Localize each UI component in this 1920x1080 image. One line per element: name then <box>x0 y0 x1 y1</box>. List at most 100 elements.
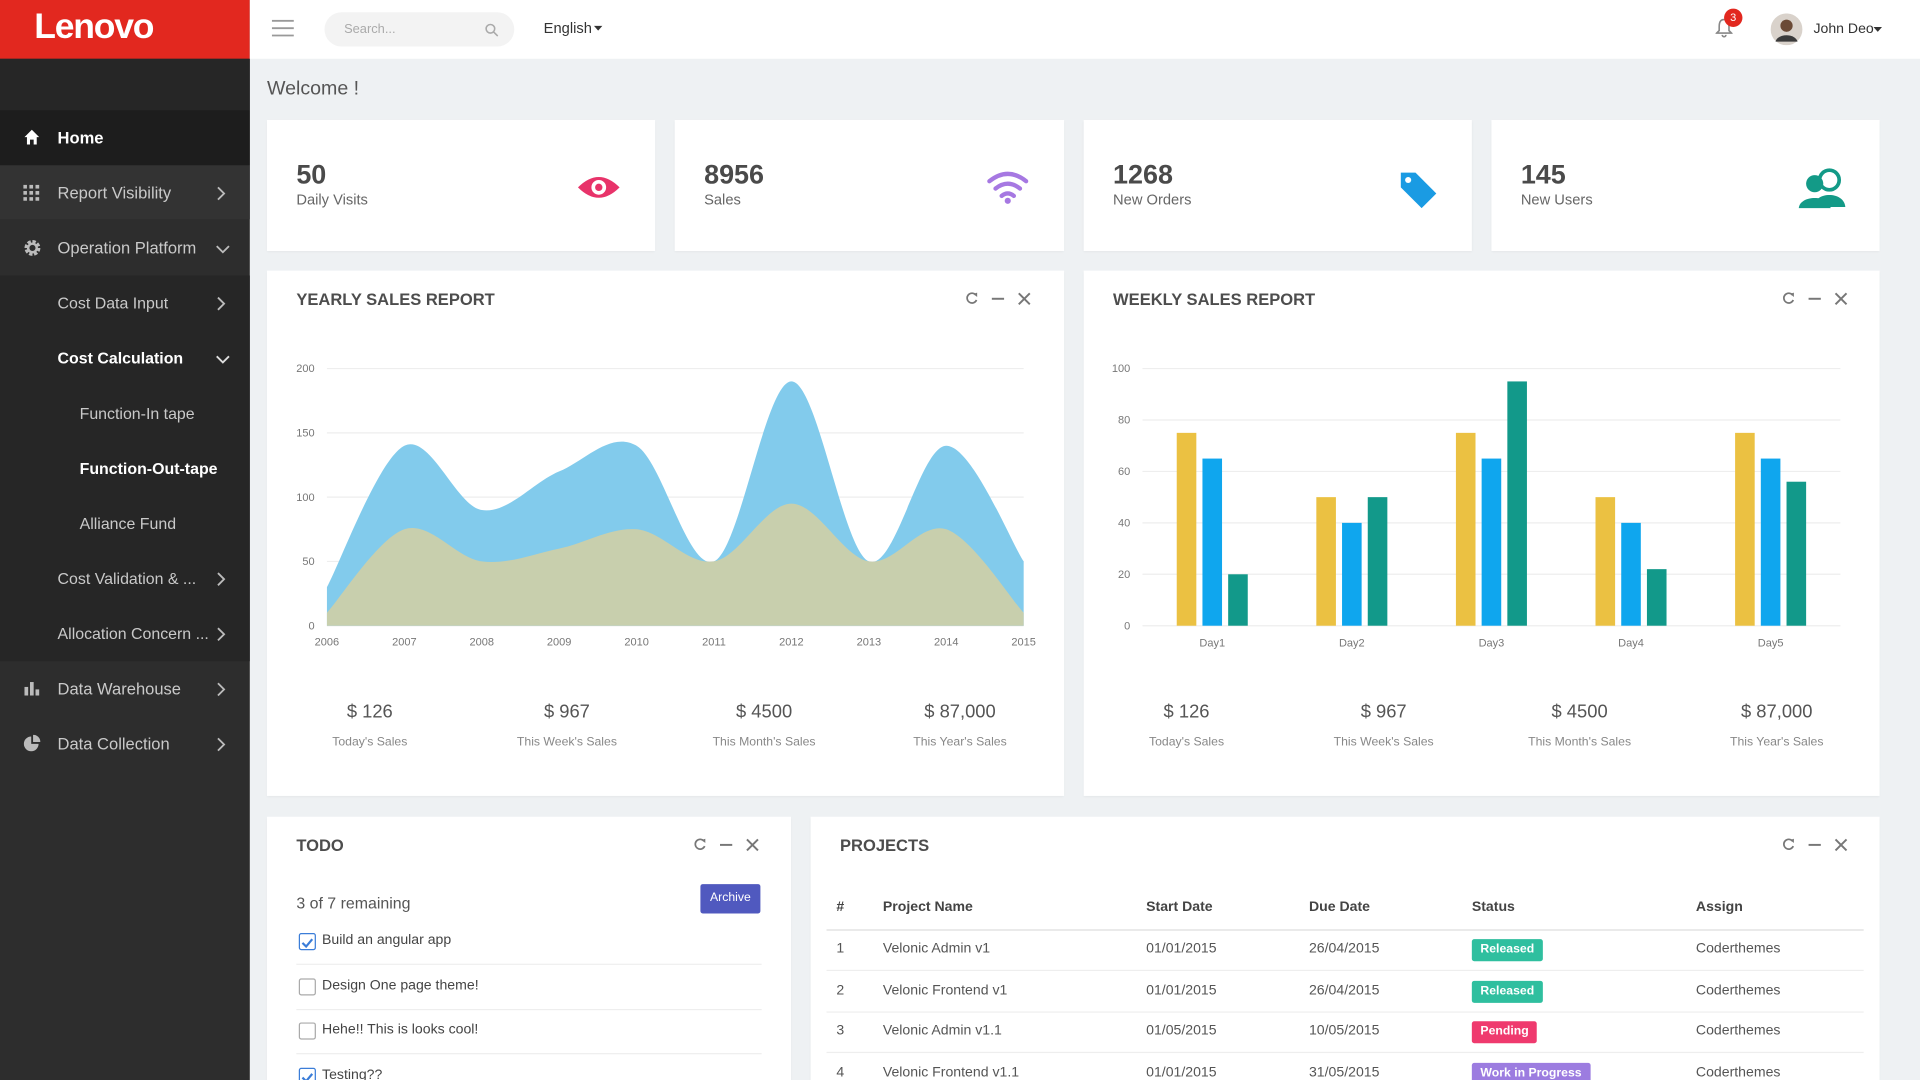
bar <box>1176 432 1197 626</box>
summary-label: This Month's Sales <box>1528 735 1631 749</box>
table-header: Due Date <box>1308 900 1371 915</box>
menu-toggle[interactable] <box>271 19 294 37</box>
bar <box>1621 522 1641 626</box>
nav-item[interactable]: Cost Data Input <box>0 276 250 331</box>
summary-value: $ 4500 <box>736 701 792 722</box>
refresh-icon <box>694 838 706 850</box>
bar-icon <box>24 682 40 696</box>
close-icon <box>1018 292 1031 305</box>
close-icon <box>1834 292 1848 305</box>
stat-value: 50 <box>296 159 327 190</box>
table-header: Project Name <box>882 900 973 915</box>
nav-item[interactable]: Allocation Concern ... <box>0 606 250 661</box>
checkbox[interactable] <box>298 977 316 995</box>
table-cell: Velonic Admin v1 <box>882 941 991 957</box>
nav-label: Cost Calculation <box>57 348 184 368</box>
summary-value: $ 967 <box>544 701 590 722</box>
checkbox[interactable] <box>298 933 316 951</box>
chevron <box>217 737 226 752</box>
todo-separator <box>296 1053 762 1055</box>
chevron <box>217 296 226 311</box>
bar <box>1202 458 1223 626</box>
nav-item[interactable]: Home <box>0 110 250 165</box>
nav-label: Home <box>57 128 104 147</box>
table-cell: 2 <box>836 982 845 998</box>
bar <box>1507 381 1527 626</box>
home-icon <box>24 129 40 145</box>
nav-label: Function-In tape <box>79 404 195 423</box>
x-tick-label: 2015 <box>1011 636 1036 648</box>
summary-value: $ 967 <box>1361 701 1407 722</box>
stat-value: 1268 <box>1113 159 1174 190</box>
x-tick-label: 2014 <box>934 636 959 648</box>
table-cell: 10/05/2015 <box>1308 1023 1380 1039</box>
y-tick-label: 100 <box>1112 363 1130 375</box>
nav-item[interactable]: Alliance Fund <box>0 496 250 551</box>
refresh-icon <box>966 292 978 304</box>
area <box>326 503 1024 626</box>
table-cell: Velonic Frontend v1 <box>882 982 1008 998</box>
nav-label: Cost Validation & ... <box>57 569 197 588</box>
nav-item[interactable]: Function-In tape <box>0 386 250 441</box>
summary-label: This Year's Sales <box>913 735 1006 749</box>
x-tick-label: 2011 <box>702 636 726 648</box>
todo-remaining: 3 of 7 remaining <box>296 893 411 913</box>
search-placeholder: Search... <box>344 22 396 37</box>
status-badge: Released <box>1471 939 1543 962</box>
stat-card: 8956 Sales <box>674 120 1065 252</box>
gear-icon <box>24 240 41 256</box>
bar <box>1481 458 1502 626</box>
user-name[interactable]: John Deo <box>1813 22 1874 37</box>
x-tick-label: Day5 <box>1758 638 1784 650</box>
nav-label: Function-Out-tape <box>79 459 218 478</box>
nav-item[interactable]: Function-Out-tape <box>0 441 250 496</box>
table-cell: 01/01/2015 <box>1146 941 1217 957</box>
table-cell: 26/04/2015 <box>1308 982 1380 998</box>
y-tick-label: 200 <box>296 363 314 375</box>
panel-title: YEARLY SALES REPORT <box>296 290 495 309</box>
bar <box>1760 458 1781 626</box>
summary-label: This Year's Sales <box>1730 735 1823 749</box>
search-icon <box>485 23 499 37</box>
submenu-bg <box>0 275 250 662</box>
panel-title: PROJECTS <box>840 836 930 855</box>
caret <box>1873 26 1883 32</box>
stat-label: Sales <box>704 191 741 209</box>
checkbox[interactable] <box>298 1022 316 1040</box>
summary-label: This Week's Sales <box>517 735 617 749</box>
x-tick-label: 2007 <box>392 636 417 648</box>
avatar[interactable] <box>1770 13 1803 46</box>
refresh-arrow <box>1790 838 1794 844</box>
checkbox[interactable] <box>298 1067 316 1080</box>
table-cell: 01/01/2015 <box>1146 1064 1217 1080</box>
x-tick-label: Day2 <box>1339 638 1365 650</box>
nav-item[interactable]: Data Warehouse <box>0 661 250 716</box>
nav-item[interactable]: Data Collection <box>0 716 250 771</box>
panel-title: TODO <box>296 836 344 855</box>
bar <box>1595 497 1616 626</box>
y-tick-label: 20 <box>1118 569 1130 581</box>
stat-label: New Orders <box>1113 191 1192 209</box>
sidebar-spacer <box>0 58 250 111</box>
nav-item[interactable]: Operation Platform <box>0 220 250 275</box>
language[interactable]: English <box>543 19 592 37</box>
hover-row <box>0 165 250 220</box>
table-cell: Coderthemes <box>1695 1023 1781 1039</box>
row-separator <box>826 969 1864 972</box>
summary-label: Today's Sales <box>332 735 407 749</box>
grid-icon <box>23 184 40 201</box>
refresh-arrow <box>973 292 978 297</box>
search-box[interactable]: Search... <box>324 12 515 47</box>
nav-item[interactable]: Cost Validation & ... <box>0 551 250 606</box>
todo-text: Testing?? <box>322 1067 383 1080</box>
row-separator <box>826 1010 1864 1013</box>
nav-item[interactable]: Report Visibility <box>0 165 250 220</box>
stat-label: New Users <box>1520 191 1593 209</box>
table-cell: 26/04/2015 <box>1308 941 1380 957</box>
nav-item[interactable]: Cost Calculation <box>0 331 250 386</box>
x-tick-label: Day3 <box>1479 638 1505 650</box>
archive-button[interactable]: Archive <box>700 884 761 914</box>
